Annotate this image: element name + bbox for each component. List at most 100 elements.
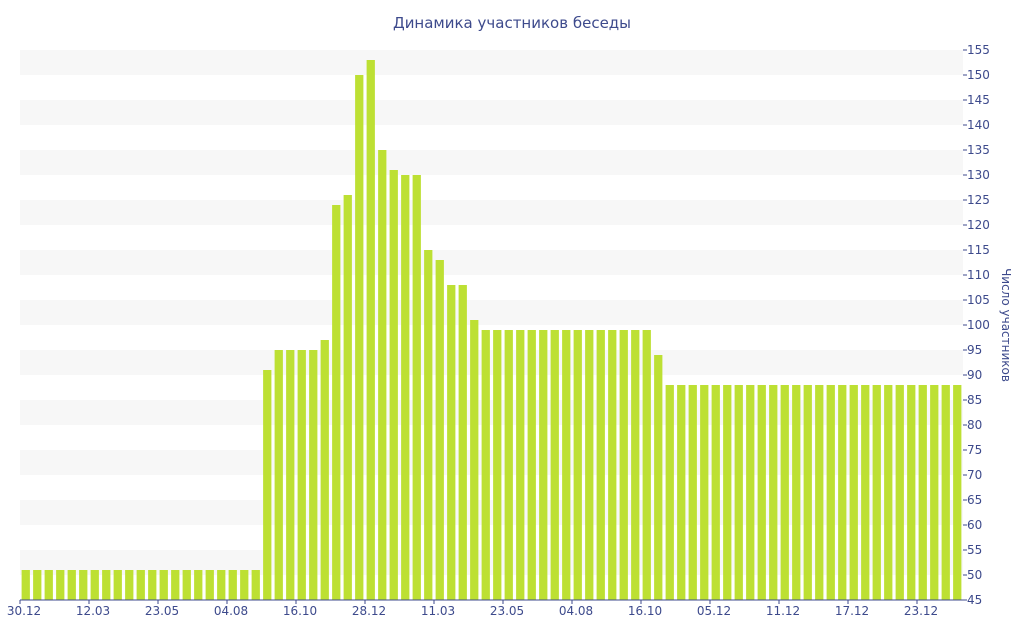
y-tick-label: 130: [967, 168, 990, 182]
bar: [366, 60, 375, 600]
bar: [113, 570, 122, 600]
y-tick-label: 80: [967, 418, 982, 432]
bar: [136, 570, 145, 600]
bar: [263, 370, 272, 600]
bar: [746, 385, 755, 600]
grid-band: [20, 50, 963, 75]
y-tick-label: 120: [967, 218, 990, 232]
bar: [251, 570, 260, 600]
y-tick-label: 60: [967, 518, 982, 532]
x-tick-label: 17.12: [835, 604, 869, 618]
bar: [723, 385, 732, 600]
bar: [125, 570, 134, 600]
bar: [654, 355, 663, 600]
y-tick-label: 115: [967, 243, 990, 257]
bar: [240, 570, 249, 600]
bar: [677, 385, 686, 600]
bar: [849, 385, 858, 600]
y-tick-label: 155: [967, 43, 990, 57]
bar: [907, 385, 916, 600]
bar: [67, 570, 76, 600]
bar: [527, 330, 536, 600]
bar: [792, 385, 801, 600]
bar: [562, 330, 571, 600]
bar: [159, 570, 168, 600]
bar: [619, 330, 628, 600]
bar: [815, 385, 824, 600]
bar: [458, 285, 467, 600]
bar: [412, 175, 421, 600]
grid-band: [20, 200, 963, 225]
bar: [424, 250, 433, 600]
bar: [343, 195, 352, 600]
x-tick-label: 28.12: [352, 604, 386, 618]
y-tick-label: 75: [967, 443, 982, 457]
bar: [205, 570, 214, 600]
y-tick-label: 125: [967, 193, 990, 207]
x-tick-label: 23.05: [490, 604, 524, 618]
bar: [401, 175, 410, 600]
bar: [297, 350, 306, 600]
bar: [642, 330, 651, 600]
x-tick-label: 05.12: [697, 604, 731, 618]
bar: [274, 350, 283, 600]
grid-band: [20, 150, 963, 175]
bar: [688, 385, 697, 600]
bar: [930, 385, 939, 600]
bar: [389, 170, 398, 600]
y-tick-label: 110: [967, 268, 990, 282]
bar: [573, 330, 582, 600]
x-tick-label: 30.12: [7, 604, 41, 618]
bar: [286, 350, 295, 600]
y-tick-label: 95: [967, 343, 982, 357]
bar: [861, 385, 870, 600]
bar: [918, 385, 927, 600]
bar: [171, 570, 180, 600]
bar: [539, 330, 548, 600]
grid-band: [20, 300, 963, 325]
bar: [148, 570, 157, 600]
y-tick-label: 135: [967, 143, 990, 157]
bar: [309, 350, 318, 600]
grid-band: [20, 100, 963, 125]
bar: [378, 150, 387, 600]
y-tick-label: 150: [967, 68, 990, 82]
bar: [217, 570, 226, 600]
bar: [665, 385, 674, 600]
x-tick-label: 04.08: [214, 604, 248, 618]
bar: [884, 385, 893, 600]
y-tick-label: 90: [967, 368, 982, 382]
bar: [700, 385, 709, 600]
bar: [895, 385, 904, 600]
x-tick-label: 11.03: [421, 604, 455, 618]
bar: [734, 385, 743, 600]
y-axis-label: Число участников: [999, 268, 1013, 382]
chart-title: Динамика участников беседы: [393, 14, 631, 32]
bar: [320, 340, 329, 600]
x-axis-ticks: 30.12 12.03 23.05 04.08 16.10 28.12 11.03 23.05…: [7, 600, 938, 618]
x-tick-label: 04.08: [559, 604, 593, 618]
bar: [33, 570, 42, 600]
bar: [90, 570, 99, 600]
bar: [504, 330, 513, 600]
bar: [102, 570, 111, 600]
bar: [608, 330, 617, 600]
y-tick-label: 50: [967, 568, 982, 582]
x-tick-label: 16.10: [283, 604, 317, 618]
bar: [355, 75, 364, 600]
bar: [56, 570, 65, 600]
x-tick-label: 11.12: [766, 604, 800, 618]
x-tick-label: 23.12: [904, 604, 938, 618]
bar: [493, 330, 502, 600]
bar: [228, 570, 237, 600]
x-tick-label: 12.03: [76, 604, 110, 618]
bar: [941, 385, 950, 600]
bar: [838, 385, 847, 600]
y-tick-label: 140: [967, 118, 990, 132]
bar: [780, 385, 789, 600]
bar: [585, 330, 594, 600]
y-tick-label: 45: [967, 593, 982, 607]
grid-band: [20, 350, 963, 375]
y-tick-label: 100: [967, 318, 990, 332]
y-tick-label: 85: [967, 393, 982, 407]
